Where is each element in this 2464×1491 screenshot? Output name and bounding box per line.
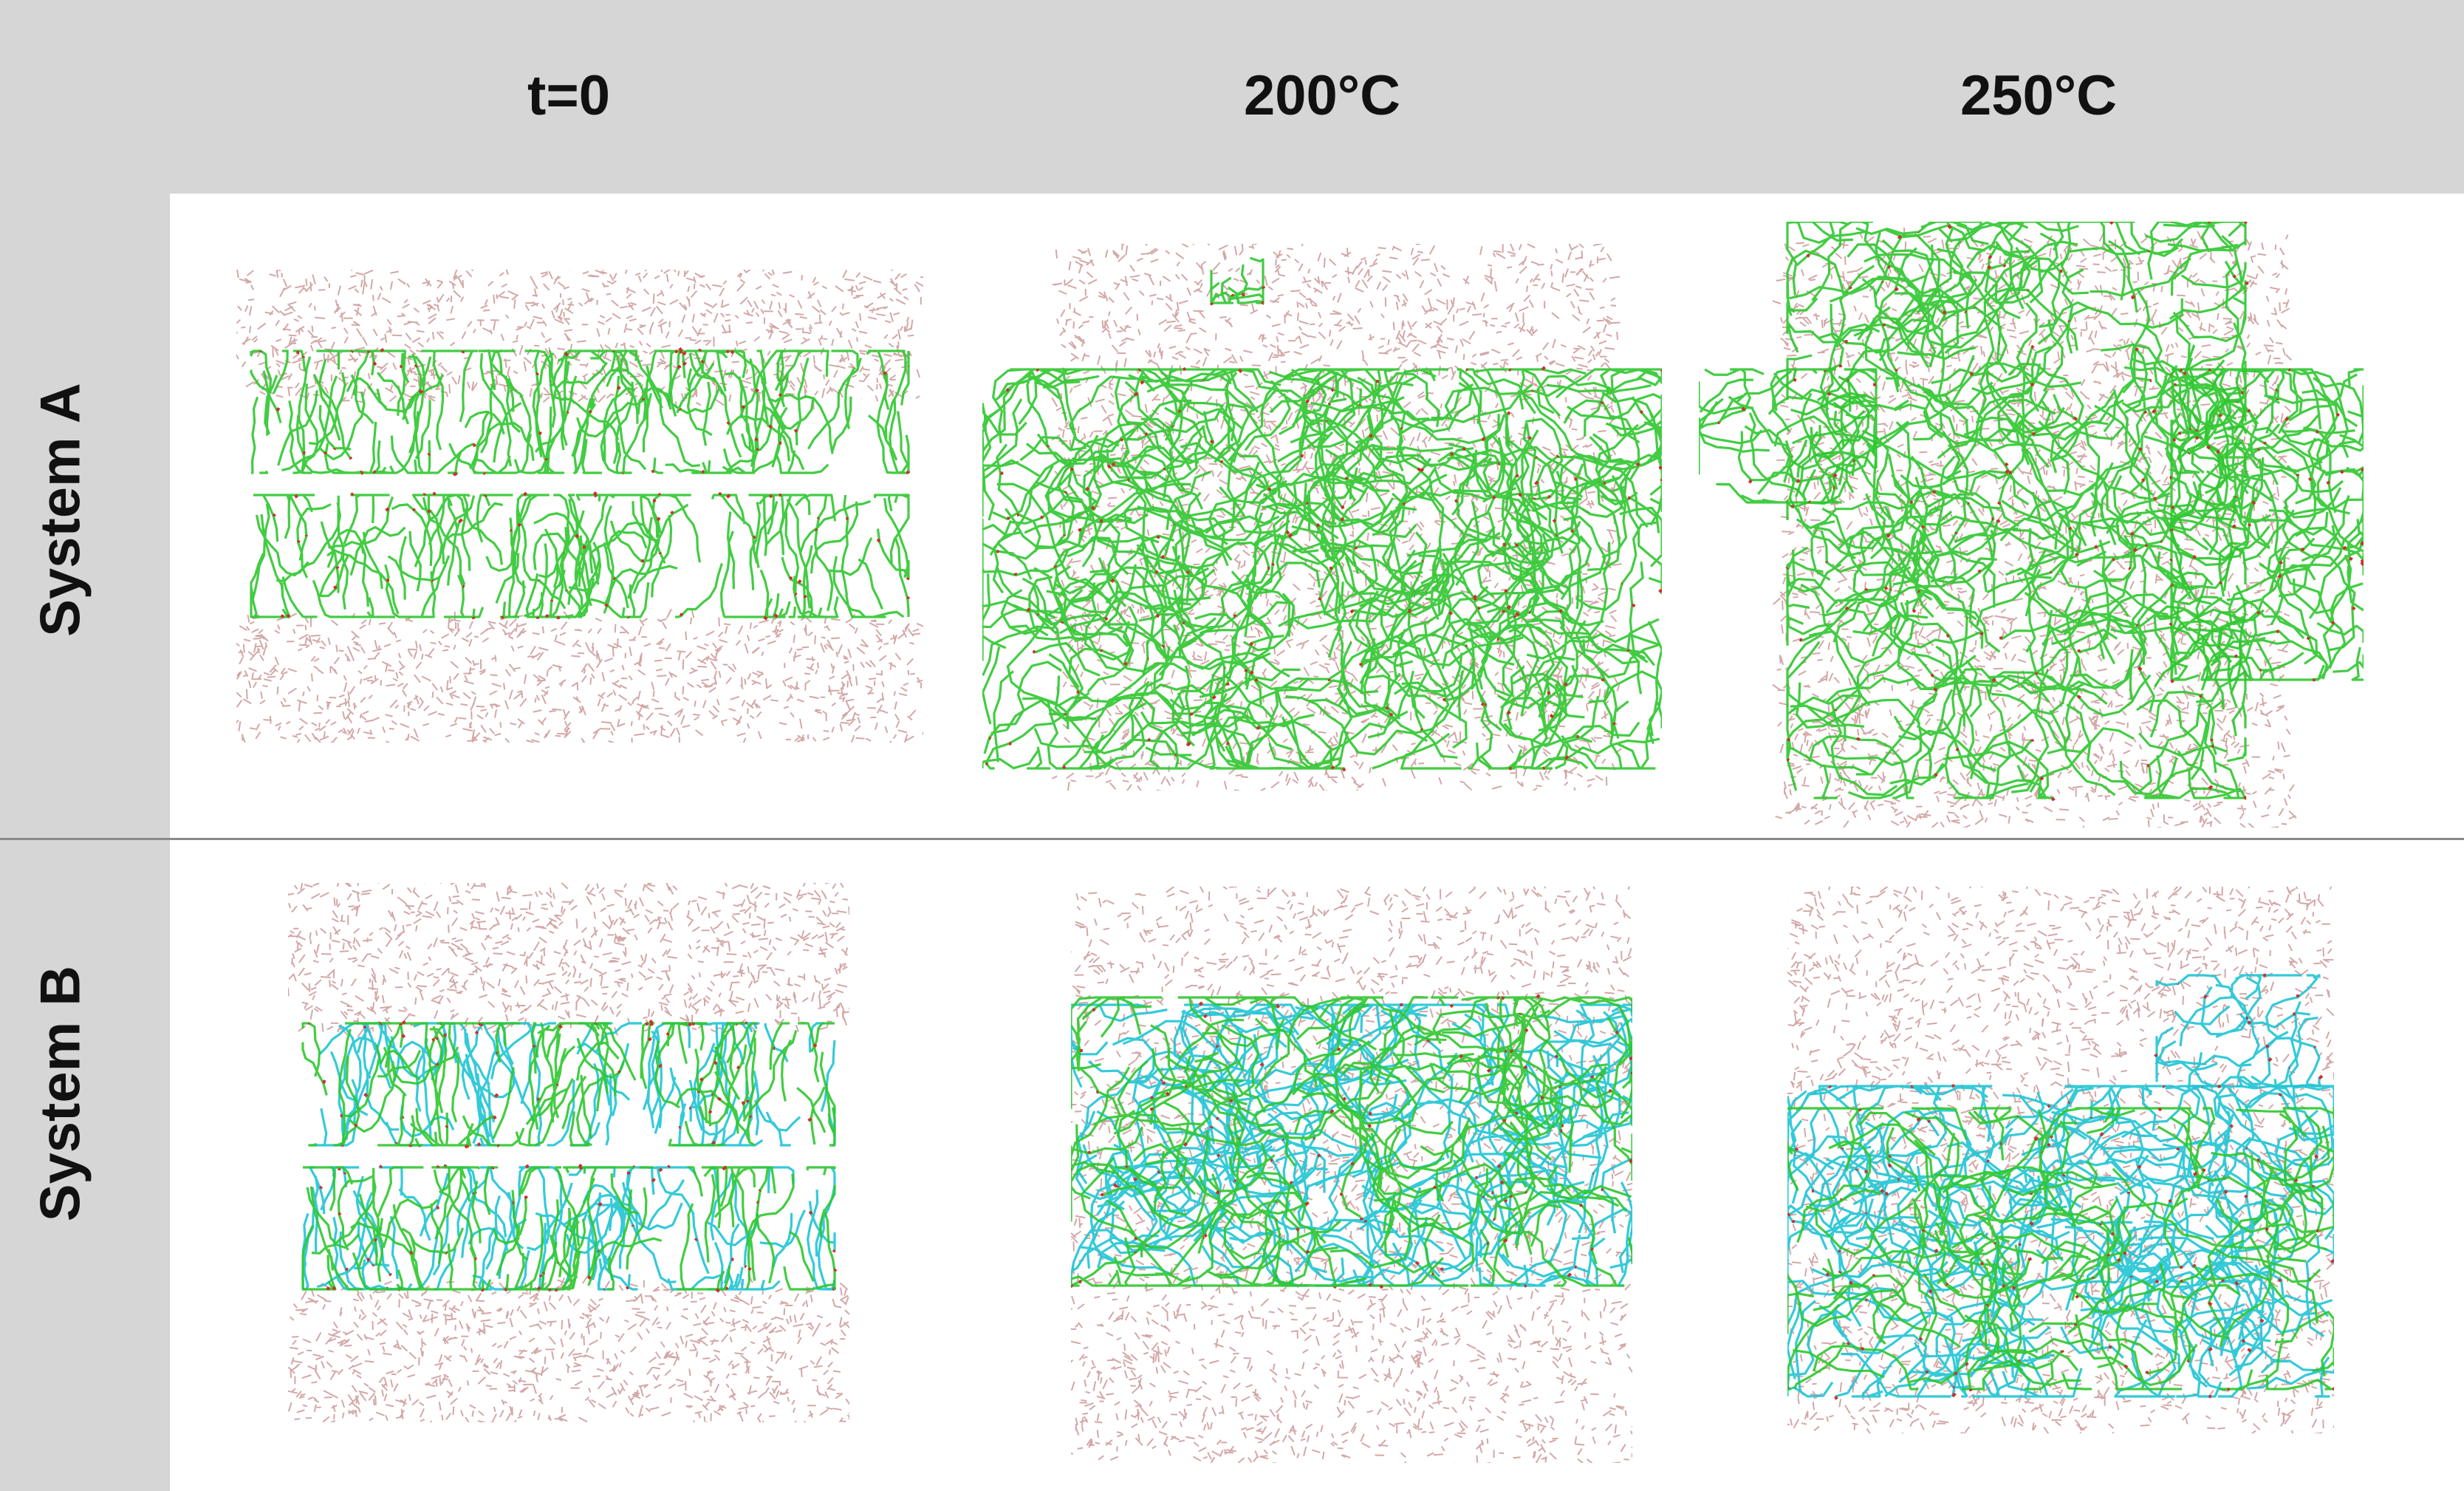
row-header-band [0, 0, 170, 1491]
snapshot-system-b-t0 [288, 883, 849, 1422]
snapshot-system-a-t0 [236, 270, 923, 743]
snapshot-system-b-200c [1071, 887, 1632, 1463]
row-header-system-b: System B [29, 965, 92, 1222]
molecular-snapshot-image [236, 270, 923, 743]
molecular-snapshot-image [1071, 887, 1632, 1463]
molecular-snapshot-image [1787, 887, 2334, 1433]
column-header-250c: 250°C [1960, 64, 2118, 127]
row-header-system-a: System A [29, 383, 92, 637]
molecular-snapshot-image [982, 244, 1662, 791]
row-divider [0, 838, 2464, 840]
molecular-snapshot-image [1699, 222, 2364, 828]
column-header-t0: t=0 [527, 64, 610, 127]
snapshot-system-a-200c [982, 244, 1662, 791]
column-header-band [0, 0, 2464, 194]
column-header-200c: 200°C [1243, 64, 1401, 127]
snapshot-system-a-250c [1699, 222, 2364, 828]
snapshot-system-b-250c [1787, 887, 2334, 1433]
molecular-snapshot-image [288, 883, 849, 1422]
